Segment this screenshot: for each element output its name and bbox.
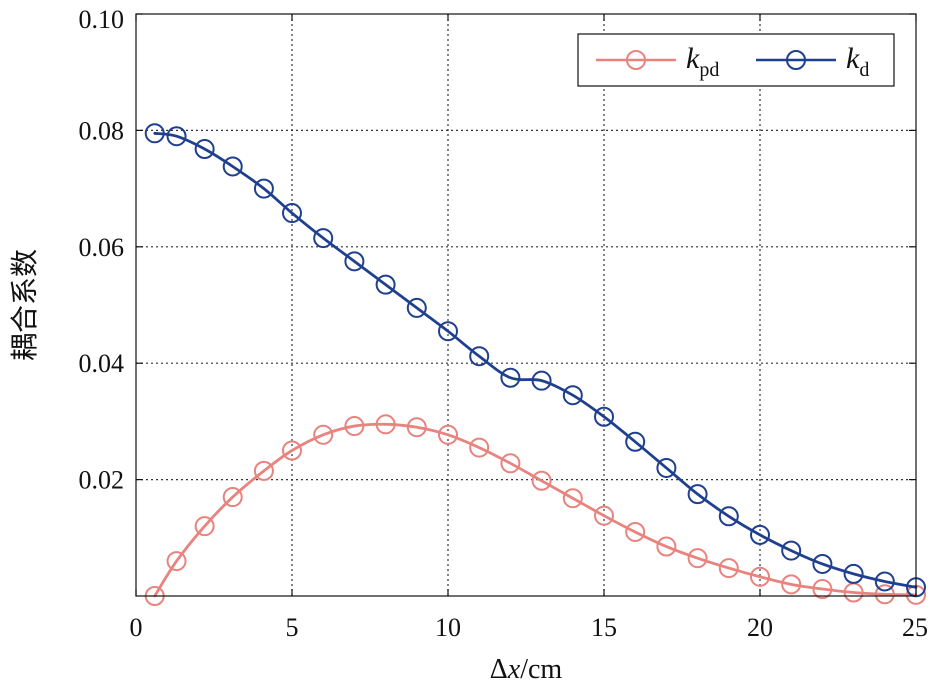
x-tick-label-4: 20 (747, 613, 773, 642)
series-layer (144, 123, 926, 606)
data-point-k-pd-4 (253, 460, 274, 481)
data-point-k-d-10 (438, 321, 458, 342)
data-point-k-d-14 (562, 385, 583, 406)
data-point-k-d-7 (344, 251, 365, 272)
data-point-k-pd-1 (166, 551, 187, 572)
data-point-k-d-20 (750, 524, 770, 545)
data-point-k-d-12 (500, 367, 521, 388)
data-point-k-pd-20 (750, 566, 770, 587)
data-point-k-pd-8 (375, 414, 396, 435)
data-point-k-pd-19 (718, 558, 739, 579)
y-tick-label-4: 0.10 (79, 5, 125, 34)
plot-frame (135, 13, 917, 597)
data-point-k-d-21 (781, 540, 802, 561)
data-point-k-pd-6 (313, 424, 334, 445)
data-point-k-d-4 (253, 178, 274, 199)
data-point-k-pd-12 (500, 453, 521, 474)
legend-marker-k-d (786, 50, 806, 70)
data-point-k-d-8 (375, 274, 396, 295)
data-point-k-pd-16 (625, 521, 646, 542)
legend-label-k-d-main: k (846, 42, 860, 75)
data-point-k-pd-2 (194, 516, 215, 537)
data-point-k-pd-17 (656, 536, 677, 557)
data-point-k-pd-21 (781, 574, 802, 595)
x-tick-label-0: 0 (130, 613, 143, 642)
x-tick-label-2: 10 (435, 613, 461, 642)
x-axis-label-unit: /cm (520, 654, 562, 684)
data-point-k-pd-18 (687, 548, 708, 569)
legend-label-k-d: kd (846, 42, 869, 81)
data-point-k-pd-14 (562, 488, 583, 509)
x-tick-label-3: 15 (591, 613, 617, 642)
x-axis-label: Δx/cm (490, 654, 563, 684)
series-line-k-pd (153, 422, 918, 598)
data-point-k-d-23 (843, 563, 864, 584)
data-point-k-d-9 (406, 297, 427, 318)
data-point-k-pd-10 (438, 424, 458, 445)
data-point-k-pd-24 (874, 584, 895, 605)
data-point-k-pd-3 (222, 487, 243, 508)
x-axis-label-variable: x (507, 654, 521, 684)
data-point-k-d-13 (531, 370, 552, 391)
data-point-k-pd-5 (282, 440, 302, 461)
data-point-k-d-22 (812, 553, 833, 574)
y-tick-label-1: 0.04 (79, 349, 125, 378)
data-point-k-d-6 (313, 228, 334, 249)
data-point-k-pd-11 (469, 437, 490, 458)
data-point-k-d-1 (166, 126, 187, 147)
data-point-k-pd-15 (594, 505, 614, 526)
x-axis-label-delta: Δ (490, 654, 508, 684)
y-tick-label-3: 0.08 (79, 116, 125, 145)
legend: kpd kd (577, 33, 895, 87)
x-tick-label-1: 5 (286, 613, 299, 642)
tick-layer: 0 5 10 15 20 25 0.02 0.04 0.06 0.08 0.10 (79, 5, 929, 642)
y-axis-label: 耦合系数 (9, 249, 41, 361)
data-point-k-d-11 (469, 346, 490, 367)
legend-label-k-pd-sub: pd (699, 59, 719, 81)
data-point-k-d-3 (222, 156, 243, 177)
data-point-k-d-17 (656, 457, 677, 478)
y-tick-label-2: 0.06 (79, 233, 125, 262)
data-point-k-d-5 (282, 203, 302, 224)
data-point-k-d-15 (594, 406, 614, 427)
legend-label-k-pd-main: k (686, 42, 700, 75)
legend-label-k-pd: kpd (686, 42, 719, 81)
data-point-k-pd-13 (531, 470, 552, 491)
x-tick-label-5: 25 (902, 613, 928, 642)
data-point-k-d-19 (718, 506, 739, 527)
data-point-k-d-16 (625, 431, 646, 452)
data-point-k-d-24 (874, 571, 895, 592)
data-point-k-d-2 (194, 139, 215, 160)
series-line-k-d (153, 131, 918, 589)
data-point-k-pd-7 (344, 416, 365, 437)
data-point-k-pd-9 (406, 417, 427, 438)
legend-label-k-d-sub: d (859, 59, 869, 81)
data-point-k-d-18 (687, 484, 708, 505)
data-point-k-pd-22 (812, 579, 833, 600)
data-point-k-d-0 (144, 123, 165, 144)
y-tick-label-0: 0.02 (79, 466, 125, 495)
legend-marker-k-pd (626, 50, 646, 70)
